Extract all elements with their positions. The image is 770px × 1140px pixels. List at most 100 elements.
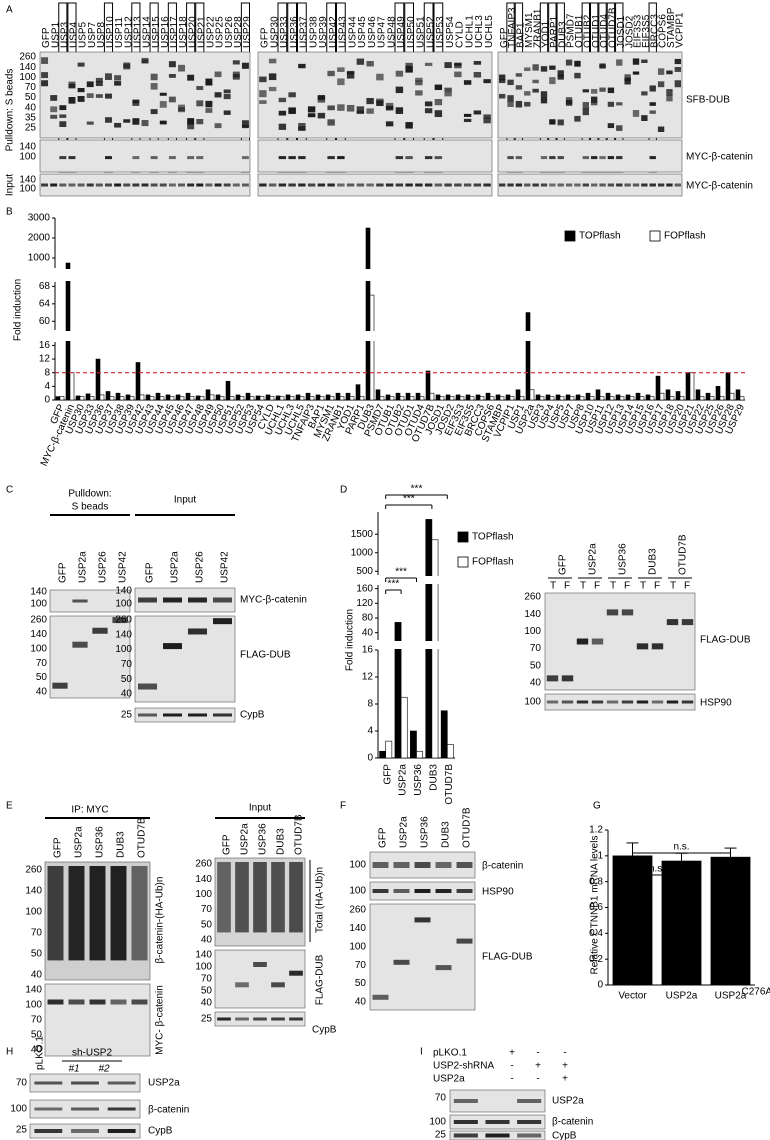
blot-band — [346, 70, 355, 75]
blot-band — [289, 1017, 303, 1021]
blot-band — [68, 183, 76, 187]
blot-band — [641, 59, 648, 63]
lane-label: UCHL3 — [474, 15, 485, 48]
bar — [275, 395, 281, 401]
blot — [214, 949, 306, 1009]
blot-label: MYC-β-catenin — [686, 152, 753, 163]
lane-label: GFP — [145, 562, 156, 583]
lane-label: #2 — [98, 1064, 110, 1075]
lane-label: USP26 — [98, 551, 109, 583]
blot-band — [259, 76, 267, 83]
blot-band — [59, 183, 67, 187]
blot-band — [205, 183, 213, 187]
blot-smear — [271, 862, 285, 933]
blot-band — [549, 119, 556, 125]
lane-label: DUB3 — [648, 548, 659, 575]
blot-band — [196, 183, 204, 187]
y-tick-label: 500 — [356, 566, 373, 577]
blot-band — [68, 97, 76, 104]
blot-band — [414, 862, 431, 868]
mw-marker: 25 — [201, 1014, 213, 1025]
blot-label: FLAG-DUB — [482, 952, 533, 963]
lane-label: USP42 — [118, 551, 129, 583]
blot-band — [132, 183, 140, 187]
blot-band — [337, 104, 345, 111]
blot-band — [68, 999, 85, 1005]
blot-band — [483, 79, 491, 84]
bar — [399, 396, 405, 401]
blot-label: β-catenin — [148, 1105, 189, 1116]
blot-band — [86, 121, 94, 125]
blot-band — [393, 862, 410, 868]
blot-band — [337, 67, 345, 72]
blot — [257, 173, 493, 197]
blot-band — [95, 94, 103, 98]
bar — [169, 396, 175, 401]
lane-label: USP51 — [416, 16, 427, 48]
mw-marker: 140 — [19, 62, 36, 73]
bar — [689, 372, 695, 401]
axis-break — [51, 269, 747, 281]
blot-band — [131, 999, 148, 1005]
blot-label: HSP90 — [700, 698, 732, 709]
blot-band — [582, 108, 589, 116]
blot-band — [435, 965, 452, 971]
x-tick-label: USP2a — [398, 764, 409, 796]
mw-marker: 140 — [25, 886, 42, 897]
lane-sub: T — [670, 581, 676, 592]
blot-band — [178, 64, 185, 72]
blot-band — [150, 156, 158, 160]
blot-band — [405, 122, 413, 129]
bar — [179, 396, 185, 401]
blot-band — [356, 58, 365, 65]
blot-band — [649, 183, 656, 187]
blot-band — [517, 1120, 542, 1124]
blot-band — [395, 70, 404, 77]
blot-band — [71, 1081, 99, 1085]
mw-marker: 70 — [435, 1093, 447, 1104]
blot — [544, 592, 696, 691]
blot-band — [524, 91, 531, 96]
legend-label: TOPflash — [472, 532, 514, 543]
lane-label: USP17 — [169, 16, 180, 48]
blot-band — [205, 108, 213, 113]
header: S beads — [72, 502, 109, 513]
blot-band — [114, 81, 122, 86]
bar — [455, 394, 461, 401]
blot-band — [424, 108, 433, 114]
blot-band — [50, 114, 58, 119]
blot-band — [473, 183, 482, 187]
lane-label: STAMBP — [666, 7, 677, 48]
blot-band — [114, 183, 122, 187]
blot-band — [674, 183, 681, 187]
bar — [739, 396, 745, 401]
panel-label: H — [6, 1047, 13, 1058]
blot-band — [561, 700, 574, 704]
lane-label: PSMD7 — [566, 13, 577, 48]
blot-band — [205, 78, 213, 86]
lane-label: USP8 — [96, 21, 107, 48]
blot — [39, 139, 251, 173]
lane-label: USP37 — [299, 16, 310, 48]
bar — [255, 395, 261, 401]
blot-band — [473, 110, 482, 115]
lane-sub: T — [640, 581, 646, 592]
panel-label: G — [593, 801, 601, 812]
blot-band — [532, 183, 539, 187]
blot-band — [666, 89, 673, 96]
y-tick-label: 4 — [44, 381, 50, 392]
lane-label: USP20 — [187, 16, 198, 48]
blot-band — [415, 80, 423, 86]
lane-label: USP2a — [588, 543, 599, 575]
bar — [209, 394, 215, 401]
mw-marker: 100 — [195, 962, 212, 973]
blot-band — [405, 156, 413, 160]
lane-label: USP26 — [195, 551, 206, 583]
blot-band — [366, 98, 374, 105]
lane-label: OTUB1 — [574, 14, 585, 48]
blot-band — [657, 183, 665, 187]
mw-marker: 50 — [121, 674, 133, 685]
blot-band — [196, 119, 204, 125]
bar — [345, 392, 351, 401]
header: sh-USP2 — [72, 1048, 112, 1059]
